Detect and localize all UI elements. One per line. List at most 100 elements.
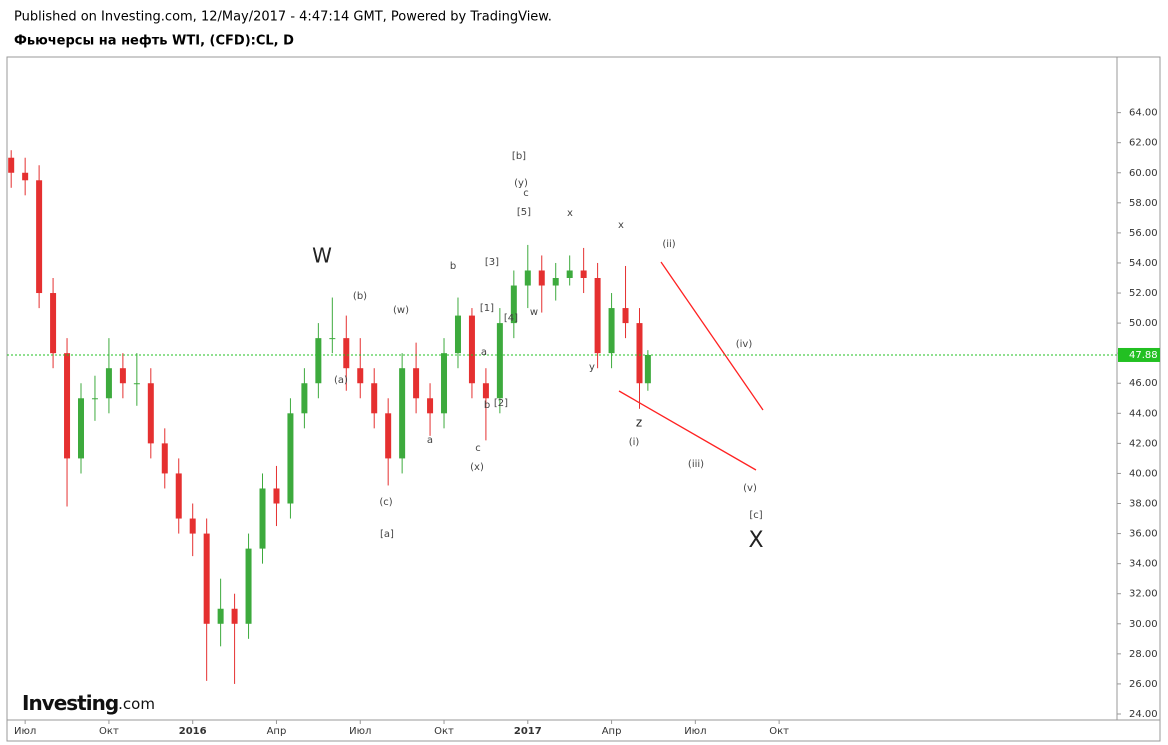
candle-body <box>357 368 364 384</box>
wave-label: a <box>427 435 433 446</box>
y-tick-label: 52.00 <box>1129 288 1158 299</box>
wave-label: (i) <box>629 437 640 448</box>
candle-body <box>385 413 392 459</box>
x-tick-label: Апр <box>267 726 287 737</box>
y-tick-label: 40.00 <box>1129 468 1158 479</box>
last-price-box <box>1118 347 1160 362</box>
wave-label: z <box>636 416 642 430</box>
candle-body <box>189 518 196 534</box>
candle-body <box>552 278 559 286</box>
y-tick-label: 26.00 <box>1129 679 1158 690</box>
wave-label: [a] <box>380 529 394 540</box>
candle-body <box>64 353 71 459</box>
candle-body <box>287 413 294 504</box>
wave-label: (w) <box>393 305 409 316</box>
wave-label: W <box>312 244 332 268</box>
candle-body <box>566 270 573 278</box>
candle-body <box>315 338 322 384</box>
chart-frame <box>6 56 1161 742</box>
candle-body <box>259 488 266 549</box>
y-tick-label: 38.00 <box>1129 499 1158 510</box>
candle-body <box>245 548 252 624</box>
wave-label: (y) <box>514 178 528 189</box>
candle-body <box>203 533 210 624</box>
y-tick-label: 58.00 <box>1129 198 1158 209</box>
candle-body <box>427 398 434 414</box>
y-tick-label: 56.00 <box>1129 228 1158 239</box>
wave-label: c <box>475 443 481 454</box>
y-tick-label: 42.00 <box>1129 438 1158 449</box>
wave-label: (iii) <box>688 459 704 470</box>
y-tick-label: 32.00 <box>1129 589 1158 600</box>
candle-body <box>343 338 350 369</box>
candle-body <box>580 270 587 278</box>
y-tick-label: 30.00 <box>1129 619 1158 630</box>
x-tick-label: 2017 <box>514 726 542 737</box>
chart-title: Фьючерсы на нефть WTI, (CFD):CL, D <box>14 34 294 49</box>
candle-body <box>8 157 15 173</box>
candle-body <box>22 172 29 181</box>
candle-body <box>273 488 280 504</box>
wave-label: X <box>748 528 763 553</box>
candle-body <box>454 315 461 354</box>
candle-body <box>468 315 475 384</box>
wave-label: (b) <box>353 291 367 302</box>
wave-label: c <box>523 188 529 199</box>
wave-label: (a) <box>334 375 348 386</box>
candle-body <box>644 354 651 384</box>
wave-label: [c] <box>749 510 762 521</box>
published-note: Published on Investing.com, 12/May/2017 … <box>14 10 552 25</box>
x-tick-label: Июл <box>684 726 706 737</box>
candle-body <box>147 383 154 444</box>
x-tick-label: Окт <box>99 726 119 737</box>
wave-label: x <box>618 220 624 231</box>
y-tick-label: 54.00 <box>1129 258 1158 269</box>
trend-line <box>618 390 757 471</box>
trend-line <box>660 261 764 411</box>
y-tick-label: 28.00 <box>1129 649 1158 660</box>
candle-body <box>78 398 84 459</box>
wave-label: (iv) <box>736 339 753 350</box>
candle-body <box>133 383 140 385</box>
x-tick-label: Окт <box>769 726 789 737</box>
candle-body <box>524 270 531 286</box>
wave-label: b <box>484 400 490 411</box>
candle-body <box>636 323 643 384</box>
candle-body <box>50 293 57 354</box>
candle-body <box>496 323 503 399</box>
y-tick-label: 60.00 <box>1129 168 1158 179</box>
candle-body <box>231 608 238 624</box>
wave-label: [2] <box>494 398 508 409</box>
candle-body <box>161 443 168 474</box>
x-tick-label: 2016 <box>179 726 207 737</box>
candle-body <box>105 368 112 399</box>
candle-body <box>413 368 420 399</box>
wave-label: [5] <box>517 207 531 218</box>
y-tick-label: 24.00 <box>1129 709 1158 720</box>
candle-body <box>175 473 182 519</box>
candle-body <box>482 383 489 399</box>
wave-label: (c) <box>379 497 392 508</box>
y-tick-label: 34.00 <box>1129 559 1158 570</box>
wave-label: b <box>450 261 456 272</box>
candle-body <box>329 338 336 340</box>
candle-body <box>301 383 308 414</box>
candle-body <box>36 180 43 294</box>
x-tick-label: Июл <box>349 726 371 737</box>
candle-body <box>594 278 601 354</box>
last-price-label: 47.88 <box>1129 350 1158 361</box>
wave-label: x <box>567 208 573 219</box>
candle-body <box>538 270 545 286</box>
y-tick-label: 62.00 <box>1129 138 1158 149</box>
x-tick-label: Окт <box>434 726 454 737</box>
wave-label: (ii) <box>662 239 675 250</box>
y-tick-label: 44.00 <box>1129 408 1158 419</box>
candle-body <box>399 368 406 459</box>
y-tick-label: 46.00 <box>1129 378 1158 389</box>
wave-label: [b] <box>512 151 526 162</box>
candle-body <box>441 353 448 414</box>
wave-label: (v) <box>743 483 757 494</box>
y-tick-label: 50.00 <box>1129 318 1158 329</box>
x-tick-label: Июл <box>14 726 36 737</box>
